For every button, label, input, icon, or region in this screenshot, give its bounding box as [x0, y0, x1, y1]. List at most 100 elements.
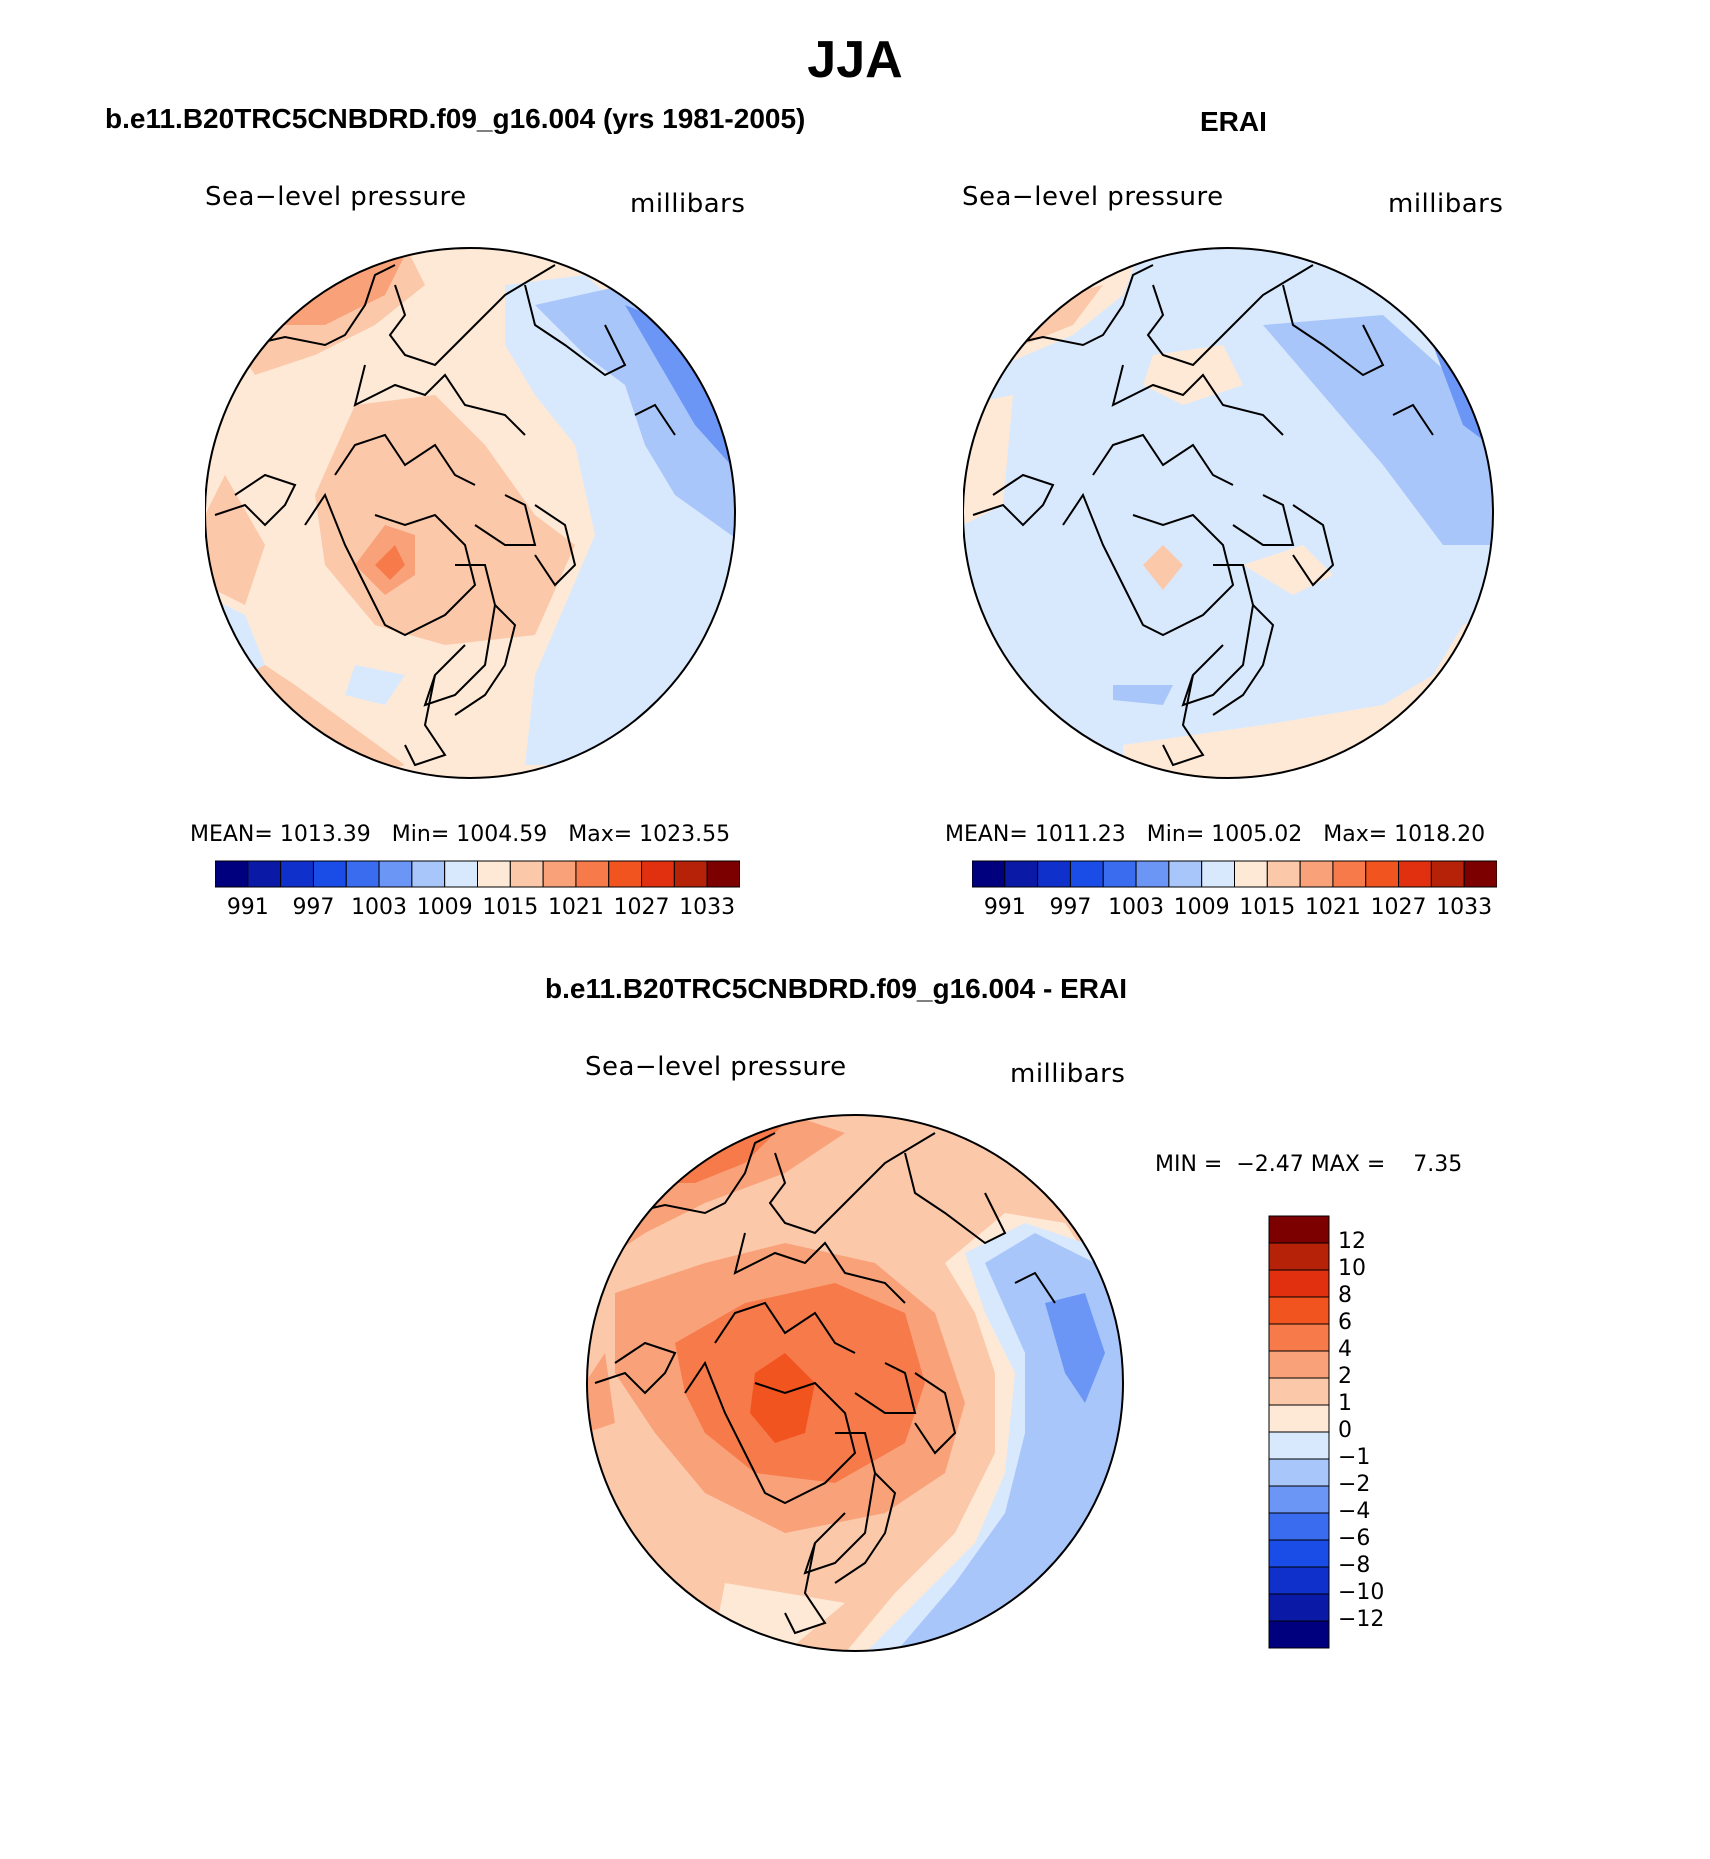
colorbar-tick-label: 991 [983, 895, 1026, 920]
stat-min-label: MIN = [1155, 1152, 1223, 1177]
colorbar-tick-label: 1015 [1239, 895, 1296, 920]
colorbar-ticks-diff: 12 10 8 6 4 2 1 0 −1 −2 −4 −6 −8 −10 −12 [1338, 1215, 1428, 1649]
colorbar-swatch [280, 860, 314, 888]
stat-max-label: MAX = [1310, 1152, 1386, 1177]
colorbar-swatch [1398, 860, 1432, 888]
coastlines [214, 264, 676, 767]
colorbar-tick-label: 1021 [1304, 895, 1361, 920]
coastlines [594, 1132, 1056, 1635]
stat-mean-value: 1011.23 [1034, 822, 1126, 847]
field-warm-3 [587, 1115, 845, 1273]
colorbar-diff [1268, 1215, 1330, 1649]
colorbar-swatch [1268, 1296, 1330, 1325]
stats-diff: MIN = −2.47 MAX = 7.35 [1155, 1152, 1462, 1177]
field-warm-core [375, 545, 405, 580]
field-cool-2 [1263, 315, 1493, 545]
map-obs [963, 247, 1494, 779]
colorbar-tick-label: 1033 [679, 895, 736, 920]
field-cool-3 [625, 305, 735, 475]
colorbar-swatch [1004, 860, 1039, 888]
colorbar-swatch [1332, 860, 1367, 888]
variable-label-model: Sea−level pressure [205, 182, 467, 212]
colorbar-tick-label: −6 [1338, 1526, 1371, 1551]
colorbar-swatch [1268, 1323, 1330, 1352]
colorbar-tick-label: 12 [1338, 1229, 1366, 1254]
colorbar-tick-label: 1009 [1173, 895, 1230, 920]
colorbar-swatch [1268, 1593, 1330, 1622]
colorbar-tick-label: 1 [1338, 1391, 1352, 1416]
stat-mean-label: MEAN= [945, 822, 1028, 847]
colorbar-tick-label: −10 [1338, 1580, 1385, 1605]
stat-max-label: Max= [568, 822, 633, 847]
field-cool-2 [535, 285, 735, 545]
colorbar-tick-label: 1027 [613, 895, 670, 920]
stat-max-value: 1023.55 [639, 822, 731, 847]
colorbar-swatch [477, 860, 511, 888]
colorbar-ticks-obs: 991 997 1003 1009 1015 1021 1027 1033 [972, 895, 1497, 925]
stat-max-value: 7.35 [1413, 1152, 1463, 1177]
stat-max-value: 1018.20 [1394, 822, 1486, 847]
colorbar-ticks-model: 991 997 1003 1009 1015 1021 1027 1033 [215, 895, 740, 925]
map-diff [586, 1114, 1124, 1652]
colorbar-tick-label: 1003 [351, 895, 408, 920]
panel-title-model: b.e11.B20TRC5CNBDRD.f09_g16.004 (yrs 198… [105, 103, 806, 134]
stat-min-label: Min= [391, 822, 450, 847]
colorbar-swatch [673, 860, 708, 888]
stat-mean-label: MEAN= [190, 822, 273, 847]
panel-title-diff: b.e11.B20TRC5CNBDRD.f09_g16.004 - ERAI [545, 973, 1127, 1004]
colorbar-swatch [1069, 860, 1104, 888]
colorbar-swatch [215, 860, 249, 888]
colorbar-swatch [411, 860, 446, 888]
colorbar-swatch [312, 860, 347, 888]
colorbar-swatch [575, 860, 610, 888]
colorbar-swatch [641, 860, 675, 888]
map-model [205, 247, 736, 779]
colorbar-swatch [1168, 860, 1203, 888]
stat-min-value: 1004.59 [456, 822, 548, 847]
colorbar-swatch [1268, 1512, 1330, 1541]
colorbar-swatch [1430, 860, 1465, 888]
stat-min-value: −2.47 [1236, 1152, 1304, 1177]
colorbar-tick-label: −2 [1338, 1472, 1371, 1497]
variable-label-diff: Sea−level pressure [585, 1052, 847, 1082]
stats-obs: MEAN= 1011.23 Min= 1005.02 Max= 1018.20 [945, 822, 1485, 847]
colorbar-swatch [706, 860, 740, 888]
colorbar-swatch [378, 860, 413, 888]
colorbar-swatch [542, 860, 577, 888]
map-boundary [205, 247, 736, 779]
colorbar-swatch [1102, 860, 1137, 888]
colorbar-swatch [1268, 1485, 1330, 1514]
stat-mean-value: 1013.39 [279, 822, 371, 847]
field-warm-5 [750, 1353, 815, 1443]
colorbar-tick-label: 1033 [1436, 895, 1493, 920]
colorbar-tick-label: 4 [1338, 1337, 1352, 1362]
stats-model: MEAN= 1013.39 Min= 1004.59 Max= 1023.55 [190, 822, 730, 847]
colorbar-swatch [1268, 1431, 1330, 1460]
colorbar-tick-label: −4 [1338, 1499, 1371, 1524]
colorbar-tick-label: 10 [1338, 1256, 1366, 1281]
colorbar-tick-label: 0 [1338, 1418, 1352, 1443]
units-label-model: millibars [630, 189, 746, 219]
colorbar-swatch [608, 860, 643, 888]
colorbar-swatch [972, 860, 1006, 888]
colorbar-swatch [1234, 860, 1268, 888]
colorbar-swatch [247, 860, 282, 888]
colorbar-swatch [1268, 1539, 1330, 1568]
stat-min-label: Min= [1146, 822, 1205, 847]
colorbar-swatch [1299, 860, 1334, 888]
colorbar-tick-label: 997 [1049, 895, 1092, 920]
colorbar-swatch [1365, 860, 1400, 888]
colorbar-tick-label: 1027 [1370, 895, 1427, 920]
colorbar-swatch [1268, 1620, 1330, 1649]
colorbar-tick-label: −8 [1338, 1553, 1371, 1578]
stat-min-value: 1005.02 [1211, 822, 1303, 847]
colorbar-swatch [1268, 1215, 1330, 1244]
season-title: JJA [807, 31, 903, 89]
colorbar-swatch [1268, 1269, 1330, 1298]
colorbar-swatch [1135, 860, 1170, 888]
colorbar-swatch [1463, 860, 1497, 888]
units-label-diff: millibars [1010, 1059, 1126, 1089]
colorbar-obs [972, 860, 1497, 888]
colorbar-swatch [509, 860, 544, 888]
units-label-obs: millibars [1388, 189, 1504, 219]
